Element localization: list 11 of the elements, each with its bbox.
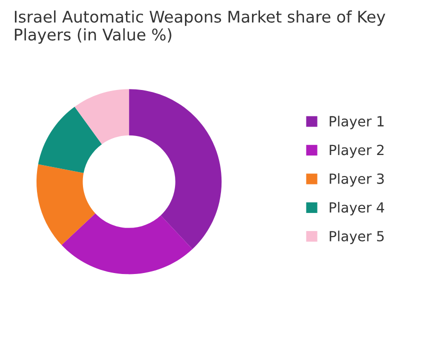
- legend-label: Player 5: [330, 230, 384, 244]
- donut-slice: [74, 89, 130, 144]
- donut-slice: [62, 213, 192, 274]
- donut-slice: [36, 164, 96, 246]
- donut-slice: [38, 106, 102, 173]
- chart-title: Israel Automatic Weapons Market share of Key Players (in Value %): [14, 10, 386, 44]
- legend-label: Player 1: [330, 116, 384, 130]
- legend-label: Player 2: [330, 144, 384, 158]
- legend-label: Player 3: [330, 173, 384, 187]
- legend-label: Player 4: [330, 202, 384, 216]
- donut-slice: [129, 89, 222, 250]
